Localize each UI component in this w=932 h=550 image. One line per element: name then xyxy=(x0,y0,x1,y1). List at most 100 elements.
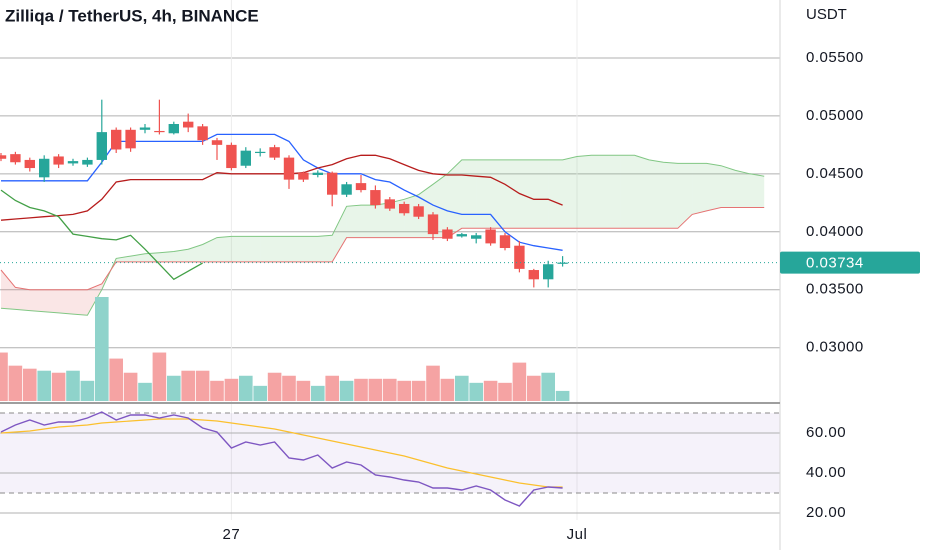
volume-bar xyxy=(138,382,152,401)
candle-body xyxy=(24,159,35,169)
candle-body xyxy=(442,229,453,239)
cloud-fill xyxy=(533,159,549,229)
volume-bar xyxy=(440,378,455,401)
cloud-fill xyxy=(116,256,131,262)
candle-body xyxy=(10,154,21,163)
cloud-fill xyxy=(87,283,102,316)
currency-label: USDT xyxy=(806,6,847,23)
candle-body xyxy=(355,183,367,191)
volume-bar xyxy=(51,372,66,401)
rsi-ma-line xyxy=(0,418,563,488)
cloud-fill xyxy=(749,173,765,208)
volume-bar xyxy=(354,378,368,401)
cloud-fill xyxy=(663,162,678,229)
indicator-line xyxy=(0,154,563,221)
volume-bar xyxy=(397,380,411,401)
cloud-fill xyxy=(317,235,333,262)
candle-body xyxy=(499,235,511,249)
volume-bar xyxy=(123,372,138,401)
candle-body xyxy=(211,140,223,145)
candle-body xyxy=(557,262,568,264)
cloud-fill xyxy=(245,236,261,262)
candle-body xyxy=(168,124,179,134)
cloud-fill xyxy=(591,155,606,229)
volume-bar xyxy=(95,297,109,401)
x-tick-label: 27 xyxy=(223,526,241,543)
cloud-fill xyxy=(188,244,203,262)
volume-bar xyxy=(282,375,296,401)
candle-body xyxy=(384,199,395,209)
volume-bar xyxy=(239,375,253,401)
cloud-fill xyxy=(1,270,16,310)
candle-body xyxy=(96,132,107,160)
cloud-fill xyxy=(58,289,73,315)
last-price-box xyxy=(780,251,920,274)
candle-body xyxy=(543,264,554,280)
cloud-fill xyxy=(15,287,30,311)
candle-body xyxy=(456,234,467,237)
cloud-fill xyxy=(677,163,693,229)
cloud-fill xyxy=(735,170,750,208)
cloud-fill xyxy=(231,236,246,262)
y-tick-label: 0.04000 xyxy=(806,223,864,240)
candle-body xyxy=(427,214,439,235)
rsi-line xyxy=(0,411,563,507)
volume-bar xyxy=(167,375,181,401)
cloud-fill xyxy=(289,236,304,262)
candle-body xyxy=(197,126,208,141)
y-tick-label: 0.03500 xyxy=(806,281,864,298)
cloud-fill xyxy=(548,159,563,229)
cloud-fill xyxy=(519,159,534,229)
cloud-fill xyxy=(217,236,232,262)
cloud-fill xyxy=(562,156,577,229)
cloud-fill xyxy=(577,155,592,229)
x-tick-label: Jul xyxy=(567,526,588,543)
cloud-fill xyxy=(375,202,390,238)
cloud-fill xyxy=(706,163,721,211)
volume-bar xyxy=(455,375,469,401)
volume-bar xyxy=(555,390,570,401)
volume-bar xyxy=(195,370,210,401)
volume-bar xyxy=(152,352,167,401)
volume-bar xyxy=(368,378,383,401)
volume-bar xyxy=(23,368,37,401)
volume-bar xyxy=(181,370,195,401)
candle-body xyxy=(312,172,323,176)
cloud-fill xyxy=(649,159,664,229)
candle-body xyxy=(283,157,295,180)
candle-body xyxy=(514,245,525,269)
volume-bar xyxy=(0,352,8,401)
cloud-fill xyxy=(303,236,318,262)
cloud-fill xyxy=(332,206,347,262)
volume-bar xyxy=(224,378,239,401)
candle-body xyxy=(485,229,496,244)
y-tick-label: 0.05000 xyxy=(806,107,864,124)
last-price-label: 0.03734 xyxy=(806,255,864,272)
candle-body xyxy=(255,151,266,154)
candle-body xyxy=(269,147,280,158)
cloud-fill xyxy=(361,205,376,238)
candle-body xyxy=(370,190,381,206)
cloud-fill xyxy=(692,163,707,215)
cloud-fill xyxy=(173,249,189,262)
volume-bar xyxy=(383,378,397,401)
cloud-fill xyxy=(605,155,621,229)
candle-body xyxy=(154,130,165,133)
candle-body xyxy=(0,155,7,159)
candle-body xyxy=(298,172,309,180)
y-tick-label: 0.05500 xyxy=(806,49,864,66)
candle-body xyxy=(67,161,79,164)
volume-bar xyxy=(411,380,426,401)
candle-body xyxy=(226,144,237,169)
y-tick-label: 20.00 xyxy=(806,504,846,521)
cloud-fill xyxy=(447,159,462,238)
volume-bar xyxy=(66,370,80,401)
cloud-fill xyxy=(159,251,174,262)
cloud-fill xyxy=(634,155,649,229)
candle-body xyxy=(341,184,352,195)
indicator-line xyxy=(0,189,203,281)
axis-layer: 0.05500 0.05000 0.04500 0.04000 0.03500 0.030… xyxy=(223,49,920,543)
candle-body xyxy=(183,121,194,128)
volume-bar xyxy=(469,382,483,401)
